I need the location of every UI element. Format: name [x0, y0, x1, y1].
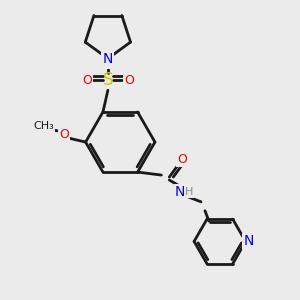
Text: S: S: [103, 71, 113, 89]
Text: O: O: [82, 74, 92, 87]
Text: N: N: [175, 185, 185, 199]
Text: N: N: [103, 52, 113, 65]
Text: N: N: [243, 235, 254, 248]
Text: O: O: [59, 128, 69, 141]
Text: N: N: [103, 53, 113, 68]
Text: H: H: [185, 187, 193, 197]
Text: O: O: [124, 74, 134, 87]
Text: CH₃: CH₃: [34, 121, 54, 131]
Text: O: O: [177, 153, 187, 166]
